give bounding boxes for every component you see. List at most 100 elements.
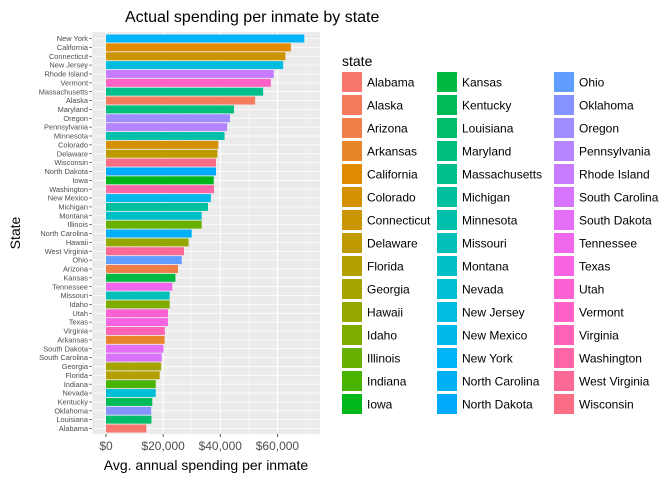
legend-label: West Virginia [579, 375, 650, 389]
legend-key [554, 233, 574, 253]
legend-label: Connecticut [367, 214, 431, 228]
y-tick-label: Oregon [63, 114, 88, 123]
legend-key [554, 164, 574, 184]
bar-kentucky [106, 397, 153, 406]
legend-label: Alaska [367, 99, 403, 113]
y-tick-label: Michigan [58, 203, 88, 212]
y-tick-label: Maryland [58, 105, 88, 114]
legend-label: Hawaii [367, 306, 403, 320]
bar-wisconsin [106, 158, 216, 167]
legend-label: Delaware [367, 237, 418, 251]
legend-key [342, 141, 362, 161]
bar-michigan [106, 202, 208, 211]
bar-minnesota [106, 132, 225, 140]
legend: Alabama Alaska Arizona Arkansas California Co… [342, 72, 659, 414]
legend-label: New York [462, 352, 514, 366]
legend-key [554, 394, 574, 414]
legend-key [437, 118, 457, 138]
bar-washington [106, 185, 214, 194]
y-tick-label: Nevada [63, 389, 89, 398]
bar-rhode-island [106, 69, 274, 78]
y-tick-label: Texas [69, 318, 89, 327]
legend-key [342, 394, 362, 414]
legend-key [437, 394, 457, 414]
legend-key [342, 233, 362, 253]
bar-alabama [106, 424, 147, 433]
legend-key [437, 233, 457, 253]
bar-arizona [106, 264, 178, 273]
legend-key [554, 72, 574, 92]
legend-key [437, 187, 457, 207]
legend-key [437, 141, 457, 161]
y-tick-label: Louisiana [56, 415, 89, 424]
y-tick-label: Georgia [62, 362, 89, 371]
y-tick-label: Wisconsin [54, 158, 88, 167]
legend-key [437, 164, 457, 184]
legend-label: California [367, 168, 418, 182]
y-tick-label: New Jersey [49, 61, 88, 70]
y-tick-label: Oklahoma [54, 406, 89, 415]
y-axis-label: State [7, 216, 23, 249]
y-tick-label: Massachusetts [39, 87, 89, 96]
legend-title: state [342, 53, 373, 69]
y-tick-label: Hawaii [66, 238, 89, 247]
x-tick-label: $0 [99, 439, 113, 453]
y-tick-label: Rhode Island [44, 70, 88, 79]
y-tick-label: Delaware [57, 149, 88, 158]
legend-key [342, 325, 362, 345]
legend-label: Missouri [462, 237, 507, 251]
bars [106, 34, 305, 433]
legend-label: Michigan [462, 191, 510, 205]
bar-florida [106, 371, 160, 380]
y-tick-label: Utah [72, 309, 88, 318]
legend-key [437, 371, 457, 391]
legend-label: Illinois [367, 352, 400, 366]
legend-label: Kansas [462, 76, 502, 90]
bar-north-dakota [106, 167, 216, 176]
bar-montana [106, 211, 202, 220]
legend-label: North Dakota [462, 398, 533, 412]
legend-key [342, 95, 362, 115]
y-tick-label: Alabama [59, 424, 89, 433]
bar-idaho [106, 300, 170, 309]
legend-label: Pennsylvania [579, 145, 651, 159]
y-tick-label: Indiana [64, 380, 89, 389]
legend-key [342, 164, 362, 184]
legend-label: Arizona [367, 122, 408, 136]
legend-label: Iowa [367, 398, 393, 412]
bar-west-virginia [106, 247, 184, 256]
legend-key [342, 256, 362, 276]
legend-key [554, 141, 574, 161]
y-tick-label: South Carolina [39, 353, 89, 362]
bar-vermont [106, 78, 271, 87]
legend-label: Kentucky [462, 99, 511, 113]
bar-tennessee [106, 282, 173, 291]
legend-key [554, 256, 574, 276]
legend-label: Montana [462, 260, 509, 274]
bar-missouri [106, 291, 170, 300]
legend-label: Rhode Island [579, 168, 650, 182]
legend-key [342, 187, 362, 207]
legend-label: Oklahoma [579, 99, 634, 113]
legend-label: Minnesota [462, 214, 518, 228]
bar-hawaii [106, 238, 189, 247]
legend-label: Tennessee [579, 237, 637, 251]
y-tick-label: Tennessee [52, 282, 88, 291]
y-tick-label: Arkansas [57, 335, 88, 344]
y-tick-label: Idaho [70, 300, 89, 309]
x-tick-label: $40,000 [199, 439, 243, 453]
legend-key [342, 118, 362, 138]
legend-key [554, 210, 574, 230]
bar-delaware [106, 149, 218, 158]
y-tick-label: New Mexico [48, 194, 88, 203]
legend-label: Virginia [579, 329, 619, 343]
legend-label: Wisconsin [579, 398, 634, 412]
x-ticks: $0 $20,000 $40,000 $60,000 [99, 434, 299, 453]
x-axis-label: Avg. annual spending per inmate [104, 457, 309, 473]
bar-ohio [106, 256, 182, 265]
legend-key [342, 72, 362, 92]
legend-label: Colorado [367, 191, 416, 205]
x-tick-label: $60,000 [256, 439, 300, 453]
